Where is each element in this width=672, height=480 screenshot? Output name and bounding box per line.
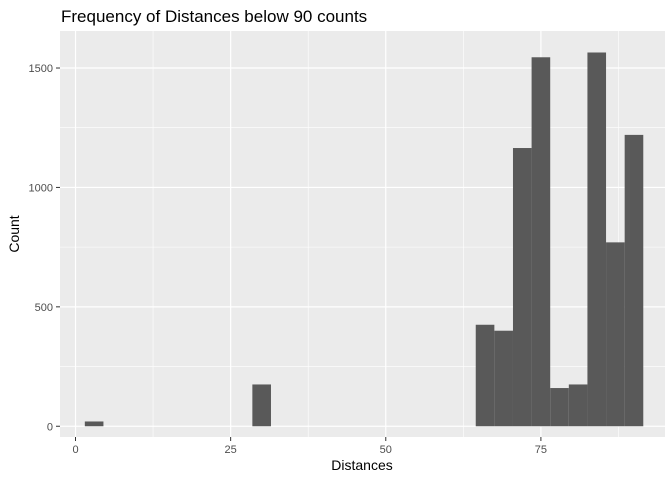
histogram-bar <box>568 384 588 427</box>
y-axis-label: Count <box>6 215 22 252</box>
grid-minor <box>60 31 665 437</box>
chart-title: Frequency of Distances below 90 counts <box>61 7 367 26</box>
y-tick-label: 1000 <box>29 182 53 194</box>
bars <box>84 52 644 427</box>
x-tick-label: 25 <box>225 444 237 456</box>
histogram-bar <box>494 330 513 427</box>
x-tick-label: 50 <box>380 444 392 456</box>
histogram-bar <box>531 57 551 427</box>
histogram-bar <box>550 388 569 427</box>
histogram-bar <box>252 384 271 427</box>
x-tick-label: 75 <box>535 444 547 456</box>
x-axis-label: Distances <box>331 457 392 473</box>
y-tick-label: 1500 <box>29 63 53 75</box>
histogram-bar <box>512 148 532 427</box>
histogram-bar <box>84 421 104 427</box>
histogram-bar <box>475 324 495 427</box>
y-tick-label: 0 <box>47 421 53 433</box>
plot-panel <box>60 31 665 437</box>
y-axis-ticks: 0 500 1000 1500 <box>29 63 60 433</box>
histogram-bar <box>587 52 607 427</box>
histogram-bar <box>624 134 644 427</box>
x-axis-ticks: 0 25 50 75 <box>72 437 547 456</box>
x-tick-label: 0 <box>72 444 78 456</box>
y-tick-label: 500 <box>35 302 53 314</box>
histogram-bar <box>606 242 625 427</box>
